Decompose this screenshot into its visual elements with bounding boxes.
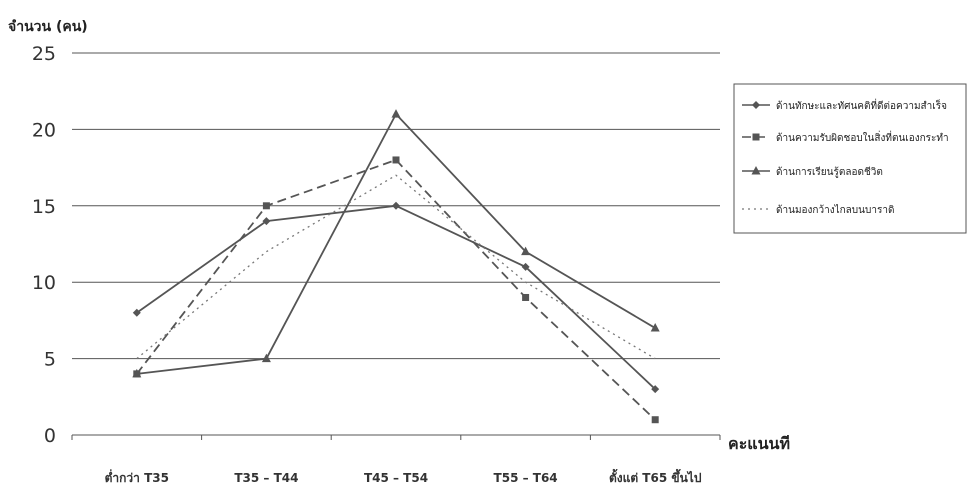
series-3-point xyxy=(261,353,271,363)
series-1-point xyxy=(651,385,660,394)
y-tick-label: 15 xyxy=(32,196,56,218)
legend: ด้านทักษะและทัศนคติที่ดีต่อความสำเร็จด้า… xyxy=(733,83,967,234)
y-tick-label: 25 xyxy=(32,43,56,65)
legend-marker xyxy=(752,101,760,109)
series-line-1 xyxy=(136,204,656,390)
series-line-4 xyxy=(136,174,656,360)
series-2-point xyxy=(522,293,530,301)
series-3-point xyxy=(521,246,531,256)
y-tick-label: 20 xyxy=(32,119,56,141)
x-tick-label: ตั้งแต่ T65 ขึ้นไป xyxy=(609,468,702,485)
series-3-point xyxy=(132,368,142,378)
series-1-point xyxy=(521,262,530,271)
legend-marker xyxy=(751,166,761,175)
series-line-3 xyxy=(136,112,656,375)
x-tick-label: T45 – T54 xyxy=(364,471,428,485)
legend-box xyxy=(733,83,967,234)
axes: 0 5 10 15 20 25 ต่ำกว่า T35 T35 – T44 T45 – T54 T… xyxy=(32,43,721,485)
x-tick-label: T55 – T64 xyxy=(494,471,558,485)
series-2-point xyxy=(262,202,270,210)
x-axis-label: คะแนนที xyxy=(728,434,790,453)
series-3-point xyxy=(650,323,660,332)
series-2-point xyxy=(651,416,659,424)
series-3-point xyxy=(391,109,401,118)
y-axis-label: จำนวน (คน) xyxy=(8,19,88,35)
series-line-2 xyxy=(136,158,656,421)
y-tick-label: 10 xyxy=(32,272,56,294)
legend-entry: ด้านมองกว้างไกลบนบาราดิ xyxy=(776,204,894,216)
series-lines xyxy=(132,109,660,424)
series-2-point xyxy=(392,156,400,164)
legend-entry: ด้านทักษะและทัศนคติที่ดีต่อความสำเร็จ xyxy=(776,98,947,112)
x-tick-label: T35 – T44 xyxy=(234,471,298,485)
legend-marker xyxy=(752,133,760,141)
legend-entry: ด้านการเรียนรู้ตลอดชีวิต xyxy=(776,166,883,178)
x-tick-label: ต่ำกว่า T35 xyxy=(105,469,169,485)
y-tick-label: 5 xyxy=(44,349,56,371)
series-1-point xyxy=(392,201,400,210)
series-1-point xyxy=(262,217,271,226)
series-1-point xyxy=(132,308,141,317)
legend-entry: ด้านความรับผิดชอบในสิ่งที่ตนเองกระทำ xyxy=(776,130,949,144)
y-tick-label: 0 xyxy=(44,425,56,447)
